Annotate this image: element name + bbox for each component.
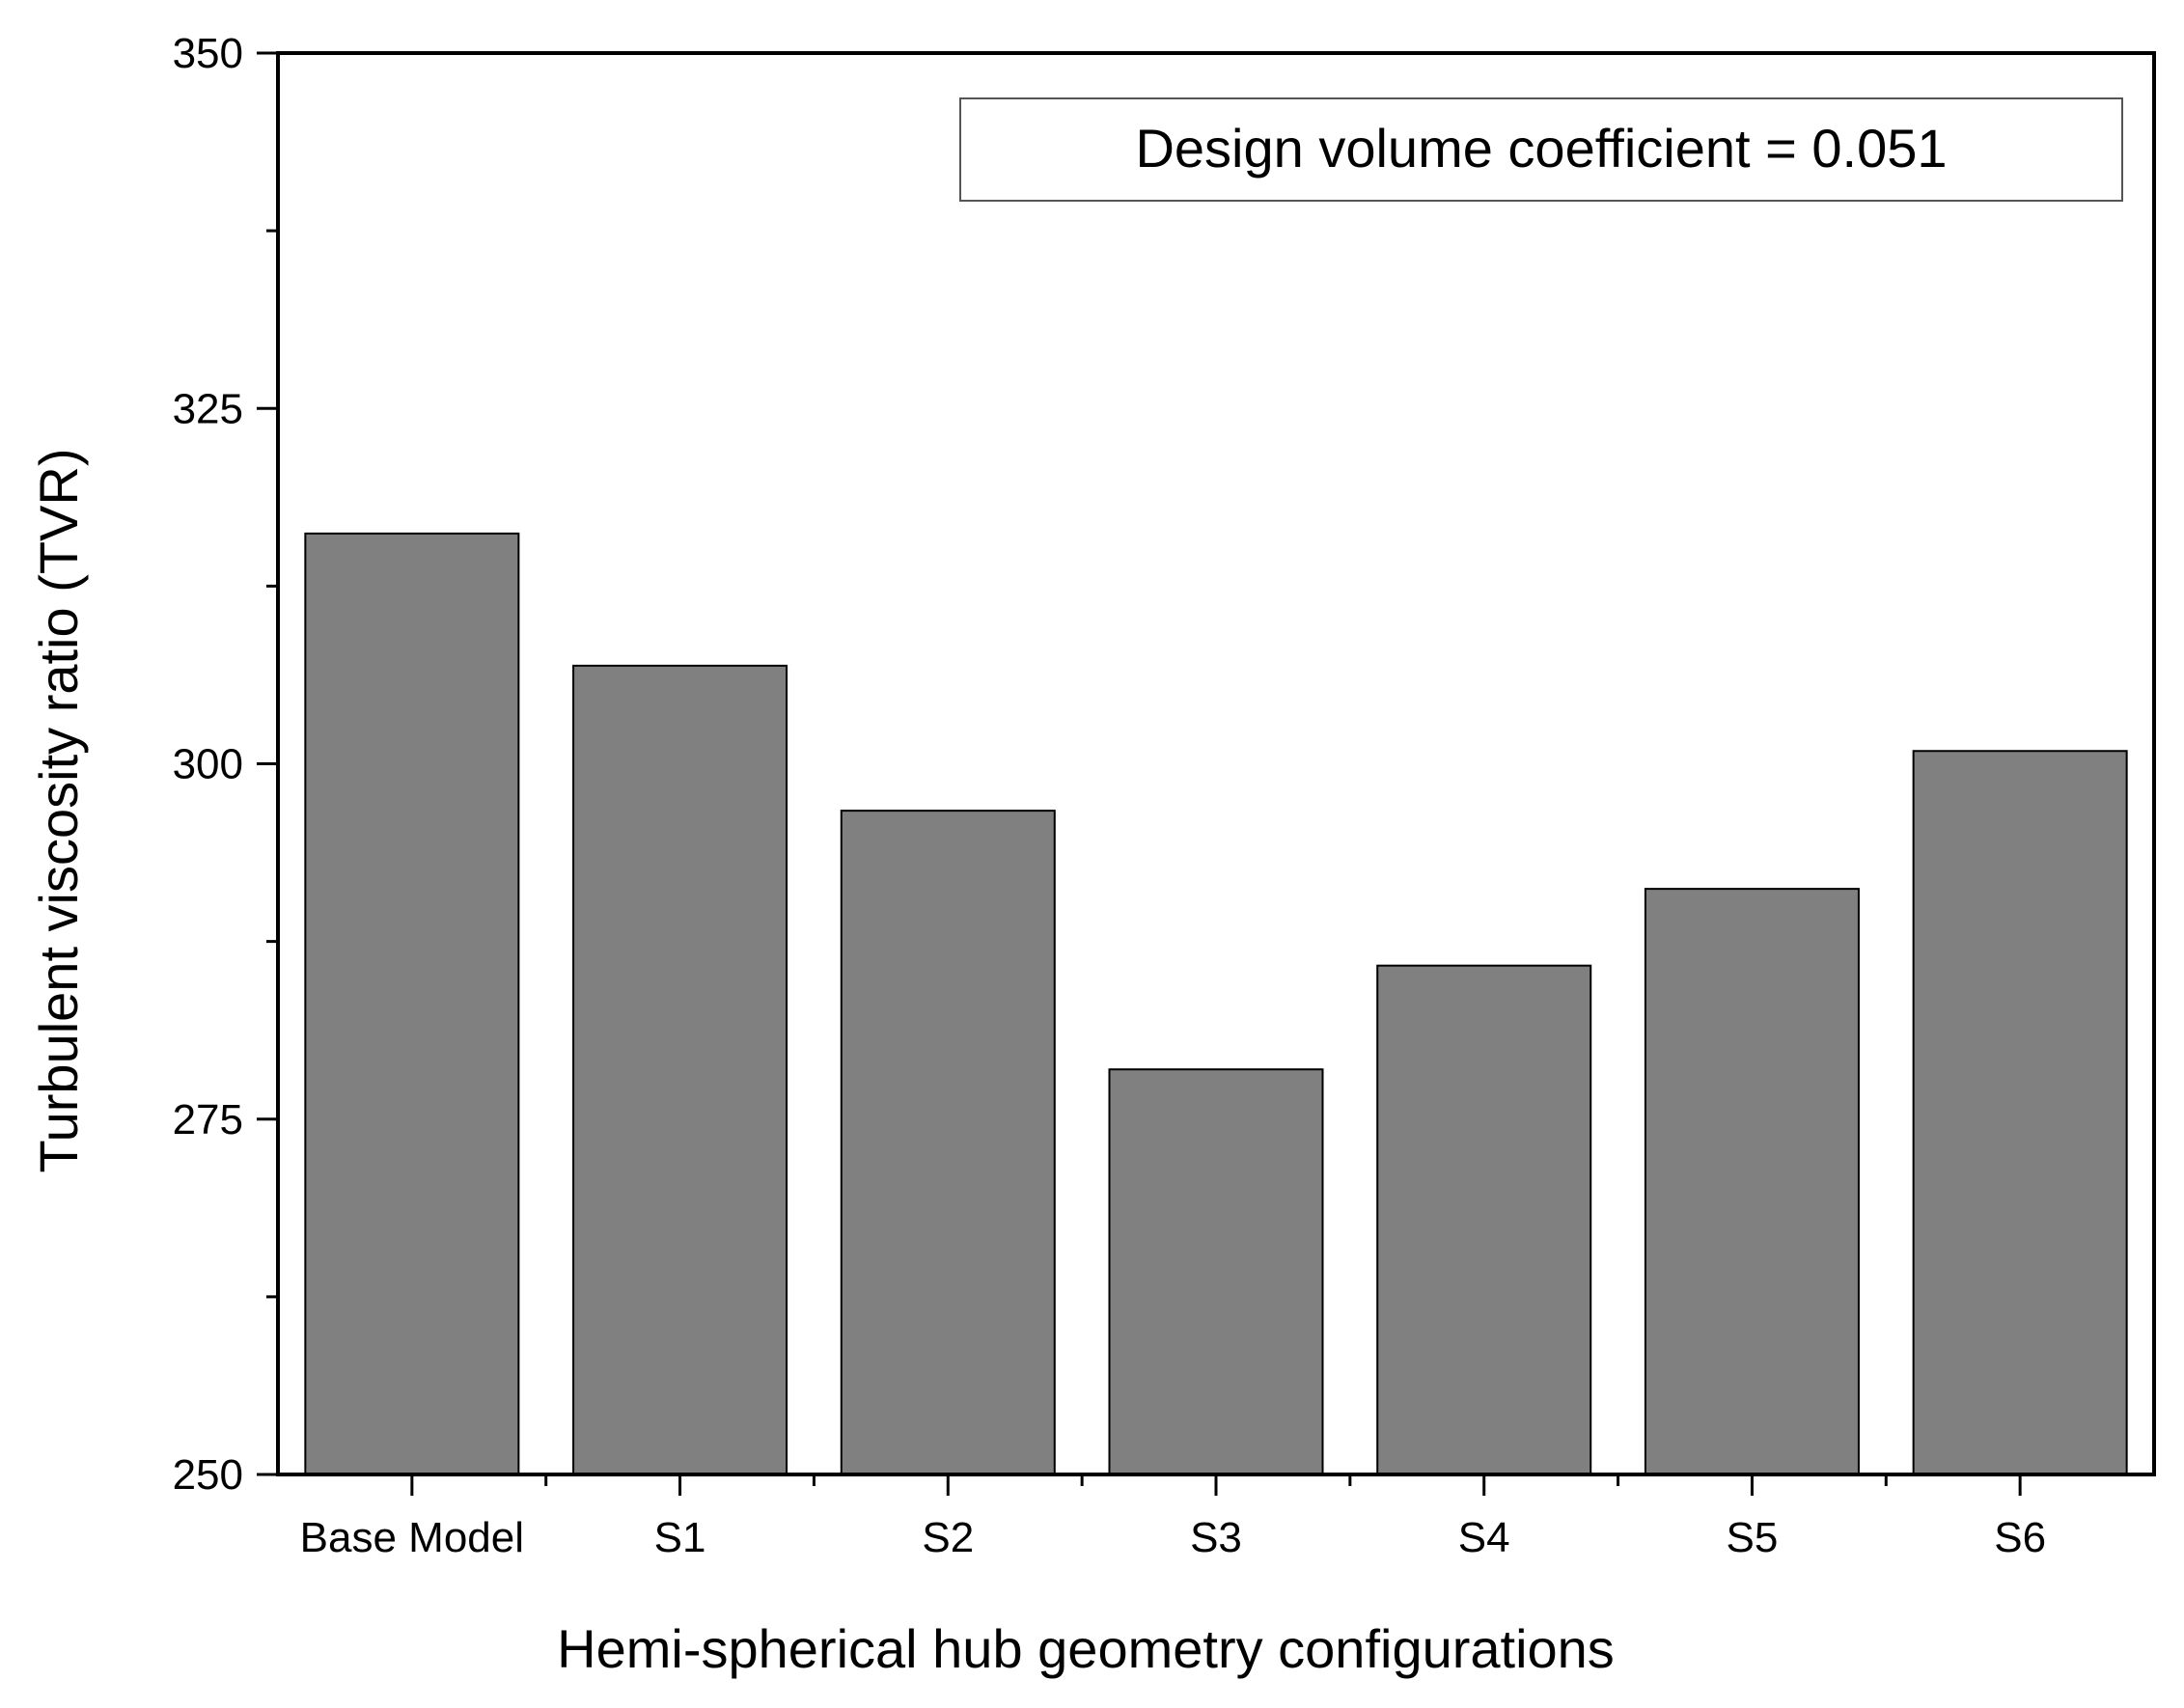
x-tick-label: S6 bbox=[1994, 1514, 2046, 1561]
bar-s3 bbox=[1108, 1068, 1324, 1475]
ticks-layer: 250 275 300 325 350 Base Model S1 S2 S3 S4 S5 S6 bbox=[173, 30, 2046, 1561]
annotation-border bbox=[959, 97, 2123, 202]
x-tick-label: S4 bbox=[1458, 1514, 1510, 1561]
bar-s2 bbox=[840, 810, 1056, 1475]
bar-base-model bbox=[304, 532, 520, 1475]
y-tick-label: 250 bbox=[173, 1451, 243, 1499]
x-tick-label: S5 bbox=[1727, 1514, 1779, 1561]
annotation-box: Design volume coefficient = 0.051 bbox=[959, 97, 2123, 202]
x-axis-title: Hemi-spherical hub geometry configuratio… bbox=[557, 1618, 1615, 1679]
y-tick-label: 300 bbox=[173, 741, 243, 788]
bars-layer bbox=[304, 532, 2128, 1475]
bar-s5 bbox=[1644, 888, 1860, 1475]
x-tick-label: S2 bbox=[922, 1514, 974, 1561]
bar-s4 bbox=[1376, 964, 1592, 1475]
x-tick-label: S1 bbox=[654, 1514, 706, 1561]
annotation-text: Design volume coefficient = 0.051 bbox=[1135, 118, 1947, 179]
bar-s1 bbox=[572, 664, 788, 1475]
y-tick-label: 325 bbox=[173, 385, 243, 432]
y-tick-label: 275 bbox=[173, 1096, 243, 1143]
y-tick-label: 350 bbox=[173, 30, 243, 77]
x-tick-label: Base Model bbox=[300, 1514, 524, 1561]
x-tick-label: S3 bbox=[1190, 1514, 1242, 1561]
y-axis-title: Turbulent viscosity ratio (TVR) bbox=[28, 449, 89, 1173]
bar-s6 bbox=[1912, 750, 2128, 1475]
